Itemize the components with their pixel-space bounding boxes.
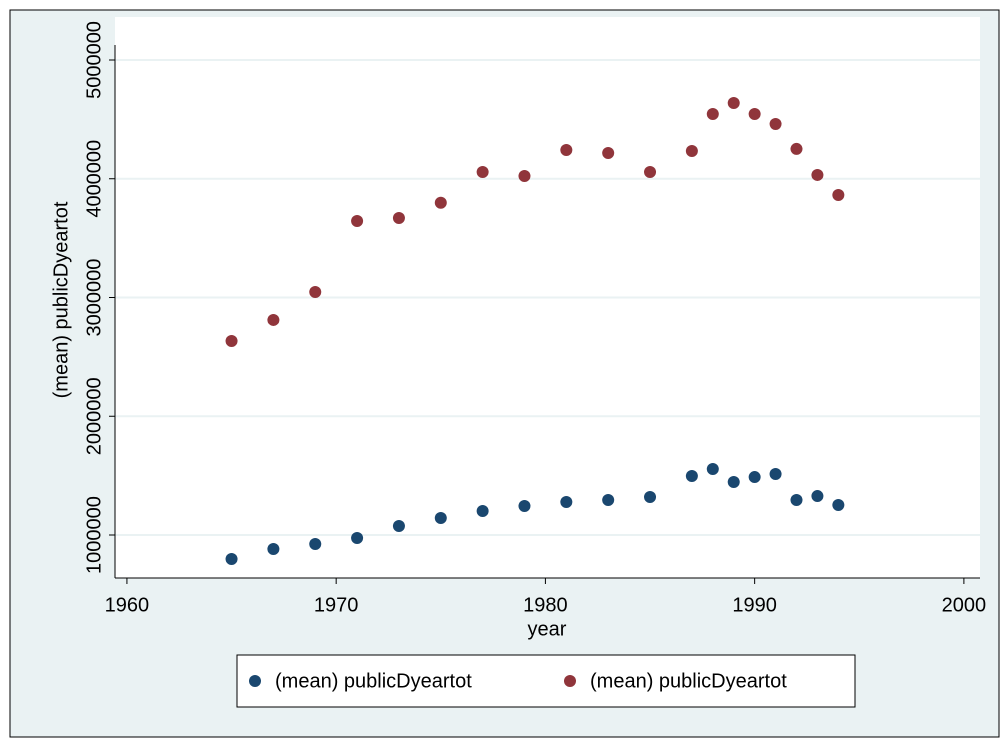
- point: [602, 493, 615, 506]
- y-tick-label: 4000000: [83, 140, 105, 218]
- point: [267, 313, 280, 326]
- point: [769, 467, 782, 480]
- point: [434, 512, 447, 525]
- point: [706, 462, 719, 475]
- y-tick-label: 5000000: [83, 21, 105, 99]
- point: [518, 170, 531, 183]
- point: [832, 498, 845, 511]
- legend-marker: [249, 675, 261, 687]
- point: [811, 168, 824, 181]
- y-tick-label: 2000000: [83, 377, 105, 455]
- point: [811, 490, 824, 503]
- point: [790, 493, 803, 506]
- x-tick-label: 1980: [523, 594, 568, 616]
- y-tick-label: 3000000: [83, 259, 105, 337]
- point: [225, 552, 238, 565]
- point: [644, 491, 657, 504]
- point: [476, 165, 489, 178]
- point: [685, 469, 698, 482]
- y-axis-title: (mean) publicDyeartot: [50, 201, 72, 398]
- point: [727, 96, 740, 109]
- point: [560, 495, 573, 508]
- point: [748, 471, 761, 484]
- legend: [236, 654, 856, 708]
- point: [309, 538, 322, 551]
- point: [392, 212, 405, 225]
- point: [706, 108, 719, 121]
- x-axis-title: year: [528, 618, 567, 640]
- x-tick-label: 1990: [732, 594, 777, 616]
- point: [748, 108, 761, 121]
- point: [225, 334, 238, 347]
- legend-label: (mean) publicDyeartot: [590, 670, 787, 692]
- legend-marker: [564, 675, 576, 687]
- point: [644, 165, 657, 178]
- point: [560, 144, 573, 157]
- point: [602, 146, 615, 159]
- point: [476, 505, 489, 518]
- point: [351, 215, 364, 228]
- x-tick-label: 1960: [105, 594, 150, 616]
- point: [267, 543, 280, 556]
- point: [727, 476, 740, 489]
- x-tick-label: 1970: [314, 594, 359, 616]
- point: [309, 286, 322, 299]
- point: [769, 117, 782, 130]
- legend-label: (mean) publicDyeartot: [275, 670, 472, 692]
- x-tick-label: 2000: [942, 594, 987, 616]
- point: [832, 189, 845, 202]
- point: [351, 531, 364, 544]
- point: [518, 500, 531, 513]
- y-tick-label: 1000000: [83, 496, 105, 574]
- point: [685, 144, 698, 157]
- point: [434, 196, 447, 209]
- point: [790, 142, 803, 155]
- point: [392, 519, 405, 532]
